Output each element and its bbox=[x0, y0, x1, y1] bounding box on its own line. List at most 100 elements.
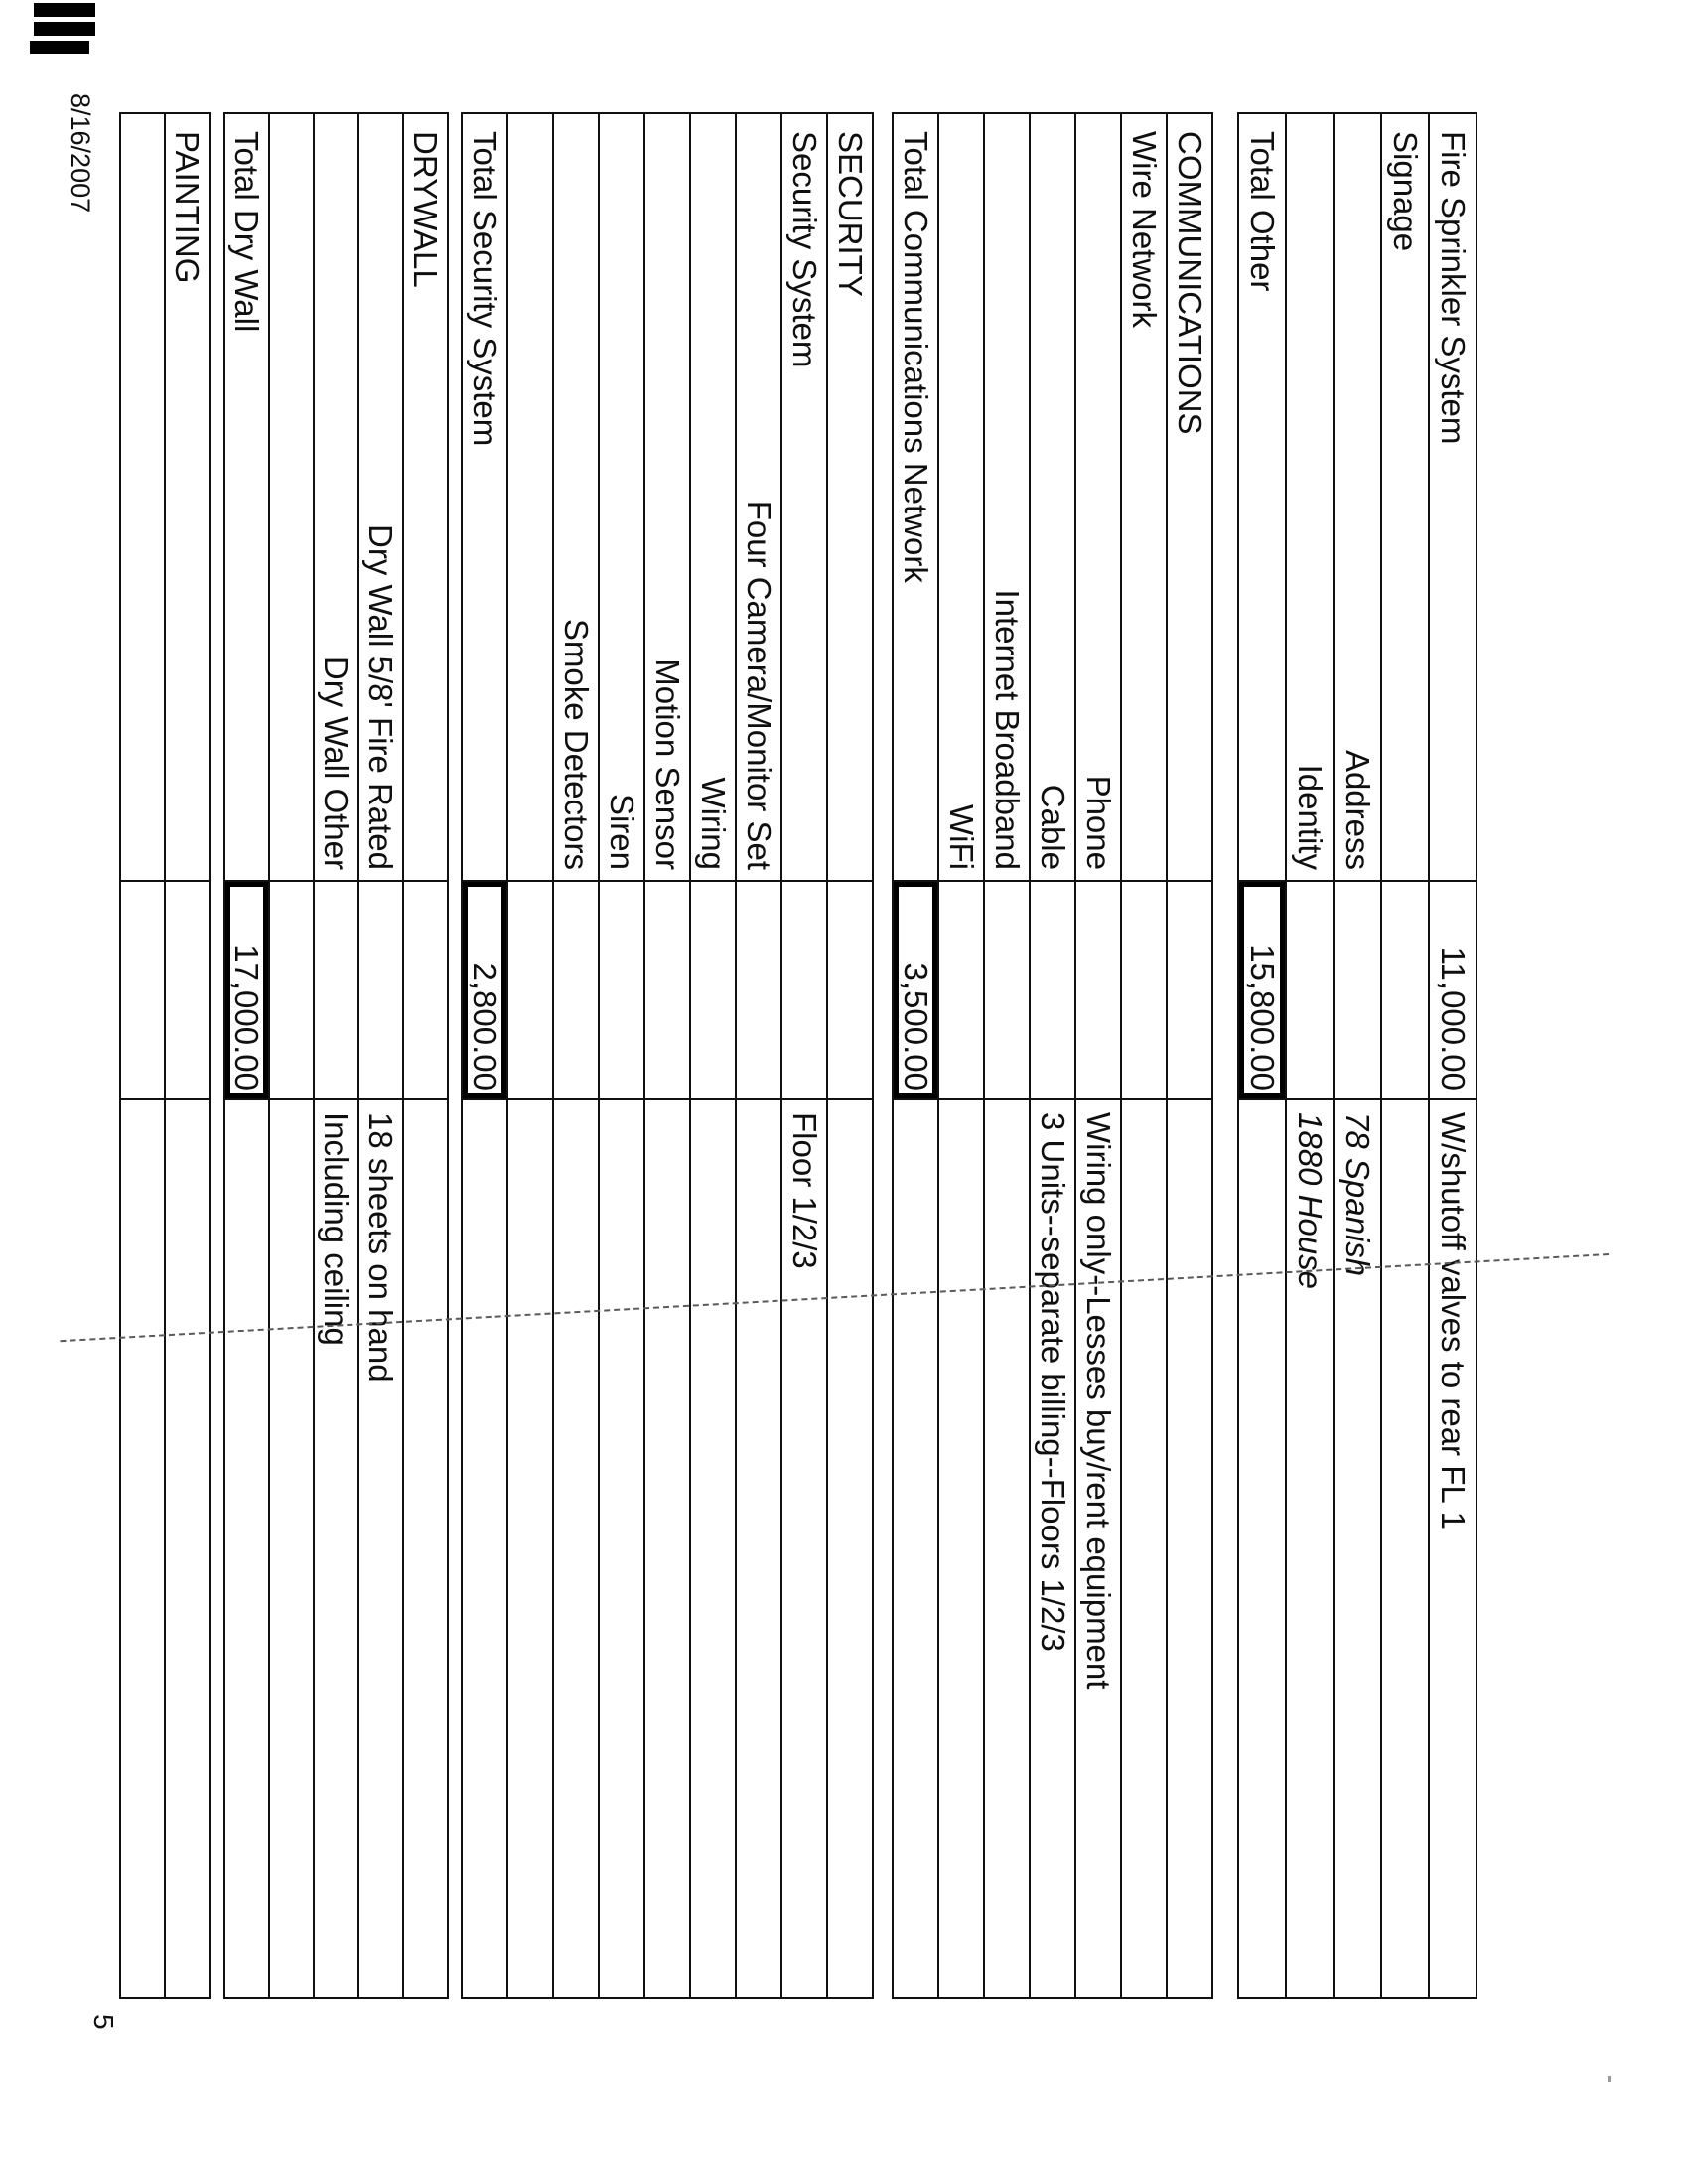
cell-comment bbox=[270, 1100, 313, 1997]
table-communications: COMMUNICATIONS Wire Network Phone Wiring on… bbox=[892, 112, 1213, 1999]
table-row: Identity 1880 House bbox=[1285, 114, 1333, 1997]
cell-amount bbox=[645, 882, 689, 1100]
table-row: Signage bbox=[1380, 114, 1428, 1997]
cell-amount bbox=[508, 882, 552, 1100]
page-number: 5 bbox=[88, 2014, 119, 2030]
table-row: Total Other 15,800.00 bbox=[1237, 114, 1285, 1997]
cell-label bbox=[508, 114, 552, 882]
cell-label: DRYWALL bbox=[404, 114, 447, 882]
cell-label: Cable bbox=[1031, 114, 1074, 882]
cell-label bbox=[121, 114, 164, 882]
cell-amount bbox=[1076, 882, 1120, 1100]
cell-label: Smoke Detectors bbox=[554, 114, 598, 882]
table-row: Total Communications Network 3,500.00 bbox=[892, 114, 937, 1997]
cell-comment bbox=[691, 1100, 735, 1997]
cell-comment bbox=[121, 1100, 164, 1997]
table-row: Wire Network bbox=[1120, 114, 1166, 1997]
cell-label: Wiring bbox=[691, 114, 735, 882]
cell-label: Four Camera/Monitor Set bbox=[737, 114, 780, 882]
cell-comment: Wiring only--Lesses buy/rent equipment bbox=[1080, 1112, 1117, 1690]
table-row: Security System Floor 1/2/3 bbox=[780, 114, 826, 1997]
cell-comment bbox=[1122, 1100, 1166, 1997]
table-row: COMMUNICATIONS bbox=[1166, 114, 1211, 1997]
table-painting: PAINTING bbox=[119, 112, 211, 1999]
cell-label: Wire Network bbox=[1122, 114, 1166, 882]
cell-amount bbox=[554, 882, 598, 1100]
cell-label: Motion Sensor bbox=[645, 114, 689, 882]
cell-amount bbox=[404, 882, 447, 1100]
cell-comment bbox=[166, 1100, 209, 1997]
cell-label: Total Communications Network bbox=[894, 114, 937, 882]
table-row: Smoke Detectors bbox=[552, 114, 598, 1997]
cell-label: PAINTING bbox=[166, 114, 209, 882]
table-row: SECURITY bbox=[826, 114, 872, 1997]
cell-label: Signage bbox=[1382, 114, 1428, 882]
cell-comment bbox=[1239, 1100, 1285, 1997]
cell-amount bbox=[737, 882, 780, 1100]
cell-amount bbox=[1287, 882, 1333, 1100]
cell-amount: 3,500.00 bbox=[894, 882, 937, 1100]
cell-label: Fire Sprinkler System bbox=[1430, 114, 1476, 882]
cell-comment bbox=[894, 1100, 937, 1997]
cell-comment bbox=[645, 1100, 689, 1997]
cell-comment: Including ceiling bbox=[318, 1112, 355, 1346]
scan-artifact bbox=[34, 22, 95, 36]
scan-artifact bbox=[34, 3, 95, 17]
cell-comment bbox=[225, 1100, 268, 1997]
cell-amount bbox=[939, 882, 983, 1100]
table-row: Total Dry Wall 17,000.00 bbox=[223, 114, 268, 1997]
cell-label: Address bbox=[1335, 114, 1380, 882]
cell-amount bbox=[1122, 882, 1166, 1100]
cell-label: Dry Wall 5/8' Fire Rated bbox=[359, 114, 402, 882]
cell-label: Siren bbox=[600, 114, 643, 882]
table-row bbox=[506, 114, 552, 1997]
cell-comment: W/shutoff valves to rear FL 1 bbox=[1435, 1112, 1472, 1530]
table-row: Total Security System 2,800.00 bbox=[461, 114, 506, 1997]
cell-amount: 15,800.00 bbox=[1239, 882, 1285, 1100]
scan-artifact bbox=[1608, 2076, 1611, 2082]
table-row: Siren bbox=[598, 114, 643, 1997]
cell-comment: 78 Spanish bbox=[1339, 1112, 1376, 1277]
cell-amount bbox=[1168, 882, 1211, 1100]
table-row: PAINTING bbox=[164, 114, 209, 1997]
cell-comment: 18 sheets on hand bbox=[362, 1112, 400, 1383]
cell-label: Phone bbox=[1076, 114, 1120, 882]
cell-label: Internet Broadband bbox=[985, 114, 1029, 882]
cell-comment bbox=[554, 1100, 598, 1997]
table-row bbox=[119, 114, 164, 1997]
cell-amount bbox=[1382, 882, 1428, 1100]
table-row: Fire Sprinkler System 11,000.00 W/shutoff … bbox=[1428, 114, 1476, 1997]
cell-comment bbox=[737, 1100, 780, 1997]
cell-comment bbox=[508, 1100, 552, 1997]
cell-amount bbox=[121, 882, 164, 1100]
cell-label: SECURITY bbox=[828, 114, 872, 882]
table-row: WiFi bbox=[937, 114, 983, 1997]
cell-label: Dry Wall Other bbox=[315, 114, 357, 882]
cell-label: Identity bbox=[1287, 114, 1333, 882]
table-row: Address 78 Spanish bbox=[1333, 114, 1380, 1997]
footer-date: 8/16/2007 bbox=[66, 93, 95, 214]
table-other-items: Fire Sprinkler System 11,000.00 W/shutoff … bbox=[1237, 112, 1477, 1999]
cell-comment bbox=[463, 1100, 506, 1997]
cell-comment bbox=[404, 1100, 447, 1997]
cell-amount bbox=[828, 882, 872, 1100]
cell-amount bbox=[166, 882, 209, 1100]
cell-label bbox=[270, 114, 313, 882]
table-row: DRYWALL bbox=[402, 114, 447, 1997]
cell-label: Total Dry Wall bbox=[225, 114, 268, 882]
cell-comment bbox=[985, 1100, 1029, 1997]
cell-label: Total Security System bbox=[463, 114, 506, 882]
cell-amount: 11,000.00 bbox=[1430, 882, 1476, 1100]
cell-comment: Floor 1/2/3 bbox=[786, 1112, 823, 1269]
scan-artifact bbox=[30, 41, 89, 54]
cell-amount bbox=[1335, 882, 1380, 1100]
table-row: Dry Wall Other Including ceiling bbox=[313, 114, 357, 1997]
cell-amount bbox=[782, 882, 826, 1100]
cell-comment bbox=[600, 1100, 643, 1997]
cell-comment: 1880 House bbox=[1292, 1112, 1329, 1289]
cell-amount bbox=[600, 882, 643, 1100]
table-security: SECURITY Security System Floor 1/2/3 Four C… bbox=[461, 112, 874, 1999]
cell-comment bbox=[939, 1100, 983, 1997]
